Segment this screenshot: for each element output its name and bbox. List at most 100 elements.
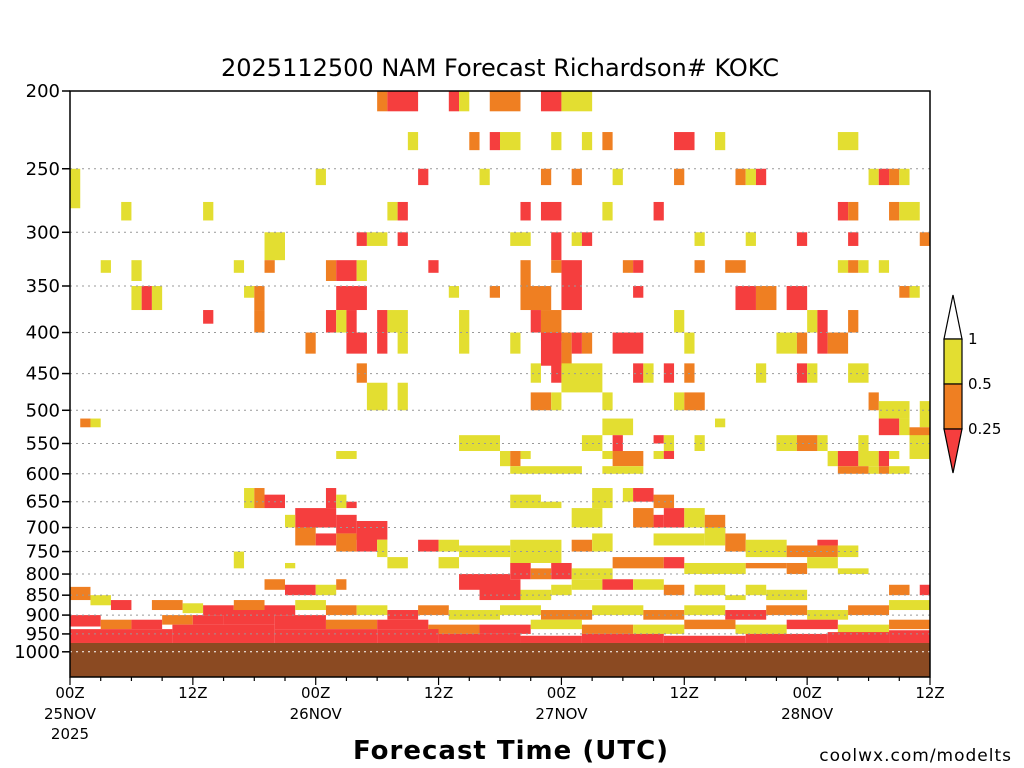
- y-tick-label: 900: [26, 605, 60, 626]
- ri-cell: [469, 132, 480, 151]
- ri-cell: [776, 332, 797, 354]
- ri-cell: [285, 514, 296, 528]
- ri-cell: [459, 310, 470, 333]
- ri-cell: [448, 91, 460, 112]
- ri-cell: [295, 600, 326, 611]
- ri-cell: [889, 168, 900, 186]
- ri-cell: [602, 451, 613, 459]
- ri-cell: [653, 494, 675, 509]
- ri-cell: [837, 451, 859, 467]
- x-tick-label: 00Z: [301, 684, 330, 702]
- ri-cell: [131, 260, 142, 281]
- colorbar-swatch-yellow: [943, 338, 963, 385]
- ri-cell: [837, 545, 859, 558]
- ri-cell: [694, 435, 705, 452]
- ri-cell: [796, 332, 808, 354]
- ri-cell: [919, 401, 930, 428]
- ri-cell: [571, 168, 582, 186]
- ri-cell: [622, 260, 634, 273]
- ri-cell: [305, 332, 316, 354]
- ri-cell: [837, 624, 890, 634]
- ri-cell: [397, 332, 408, 354]
- ri-cell: [500, 132, 521, 151]
- y-tick-label: 400: [26, 323, 60, 344]
- ri-cell: [366, 382, 388, 411]
- ri-cell: [889, 630, 930, 643]
- ri-cell: [786, 562, 808, 575]
- ri-cell: [551, 392, 562, 411]
- ri-cell: [110, 600, 132, 611]
- ri-cell: [817, 332, 828, 354]
- ri-cell: [745, 539, 787, 558]
- y-tick-label: 1000: [14, 642, 60, 663]
- colorbar-bottom-arrow: [943, 428, 963, 474]
- ri-cell: [878, 401, 910, 419]
- ri-cell: [633, 508, 654, 528]
- ri-cell: [796, 363, 808, 383]
- ri-cell: [684, 363, 695, 383]
- ri-cell: [745, 232, 756, 246]
- ri-cell: [837, 201, 849, 221]
- ri-cell: [633, 488, 654, 502]
- ri-cell: [510, 494, 541, 509]
- ri-cell: [459, 91, 470, 112]
- x-tick-label: 00Z: [55, 684, 84, 702]
- ri-cell: [581, 132, 593, 151]
- ri-cell: [786, 619, 838, 630]
- ri-cell: [725, 533, 746, 552]
- ri-cell: [848, 232, 859, 246]
- ri-cell: [899, 168, 910, 186]
- colorbar: 1 0.5 0.25: [943, 294, 1001, 474]
- ri-cell: [397, 232, 408, 246]
- ri-cell: [633, 260, 644, 273]
- ri-cell: [674, 392, 685, 411]
- ri-cell: [612, 168, 623, 186]
- ri-cell: [848, 260, 859, 273]
- ri-cell: [643, 363, 654, 383]
- ri-cell: [356, 363, 367, 383]
- ri-cell: [151, 285, 163, 311]
- ri-cell: [325, 619, 378, 630]
- ri-cell: [285, 562, 296, 569]
- ri-cell: [315, 533, 337, 546]
- ri-cell: [663, 584, 685, 596]
- ri-cell: [745, 584, 767, 596]
- ri-cell: [581, 633, 664, 643]
- ri-cell: [233, 551, 245, 569]
- ri-cell: [807, 557, 838, 569]
- ri-cell: [438, 539, 460, 552]
- ri-cell: [90, 595, 111, 606]
- ri-cell: [786, 285, 808, 311]
- ri-cell: [868, 466, 879, 474]
- y-tick-label: 700: [26, 518, 60, 539]
- ri-cell: [653, 201, 664, 221]
- ri-cell: [735, 624, 787, 634]
- ri-cell: [551, 584, 572, 596]
- ri-cell: [561, 285, 582, 311]
- ri-cell: [356, 260, 367, 281]
- ri-cell: [919, 232, 930, 246]
- ri-cell: [837, 466, 869, 474]
- ri-cell: [479, 624, 531, 634]
- ri-cell: [520, 451, 531, 459]
- ri-cell: [203, 310, 214, 324]
- ri-cell: [244, 488, 255, 509]
- ri-cell: [745, 633, 828, 643]
- x-tick-label: 00Z: [792, 684, 821, 702]
- ri-cell: [121, 201, 132, 221]
- ri-cell: [581, 332, 593, 354]
- ri-cell: [479, 168, 490, 186]
- ri-cell: [592, 605, 644, 616]
- ri-cell: [551, 562, 572, 580]
- ri-cell: [336, 310, 347, 333]
- ri-cell: [540, 168, 552, 186]
- ri-cell: [889, 201, 900, 221]
- ri-cell: [510, 466, 521, 474]
- ri-cell: [479, 579, 521, 601]
- y-tick-label: 450: [26, 364, 60, 385]
- ri-cell: [530, 310, 541, 333]
- ri-cell: [264, 260, 275, 273]
- x-tick-label: 12Z: [424, 684, 453, 702]
- colorbar-tick-label: 0.25: [968, 420, 1001, 438]
- ri-cell: [397, 201, 408, 221]
